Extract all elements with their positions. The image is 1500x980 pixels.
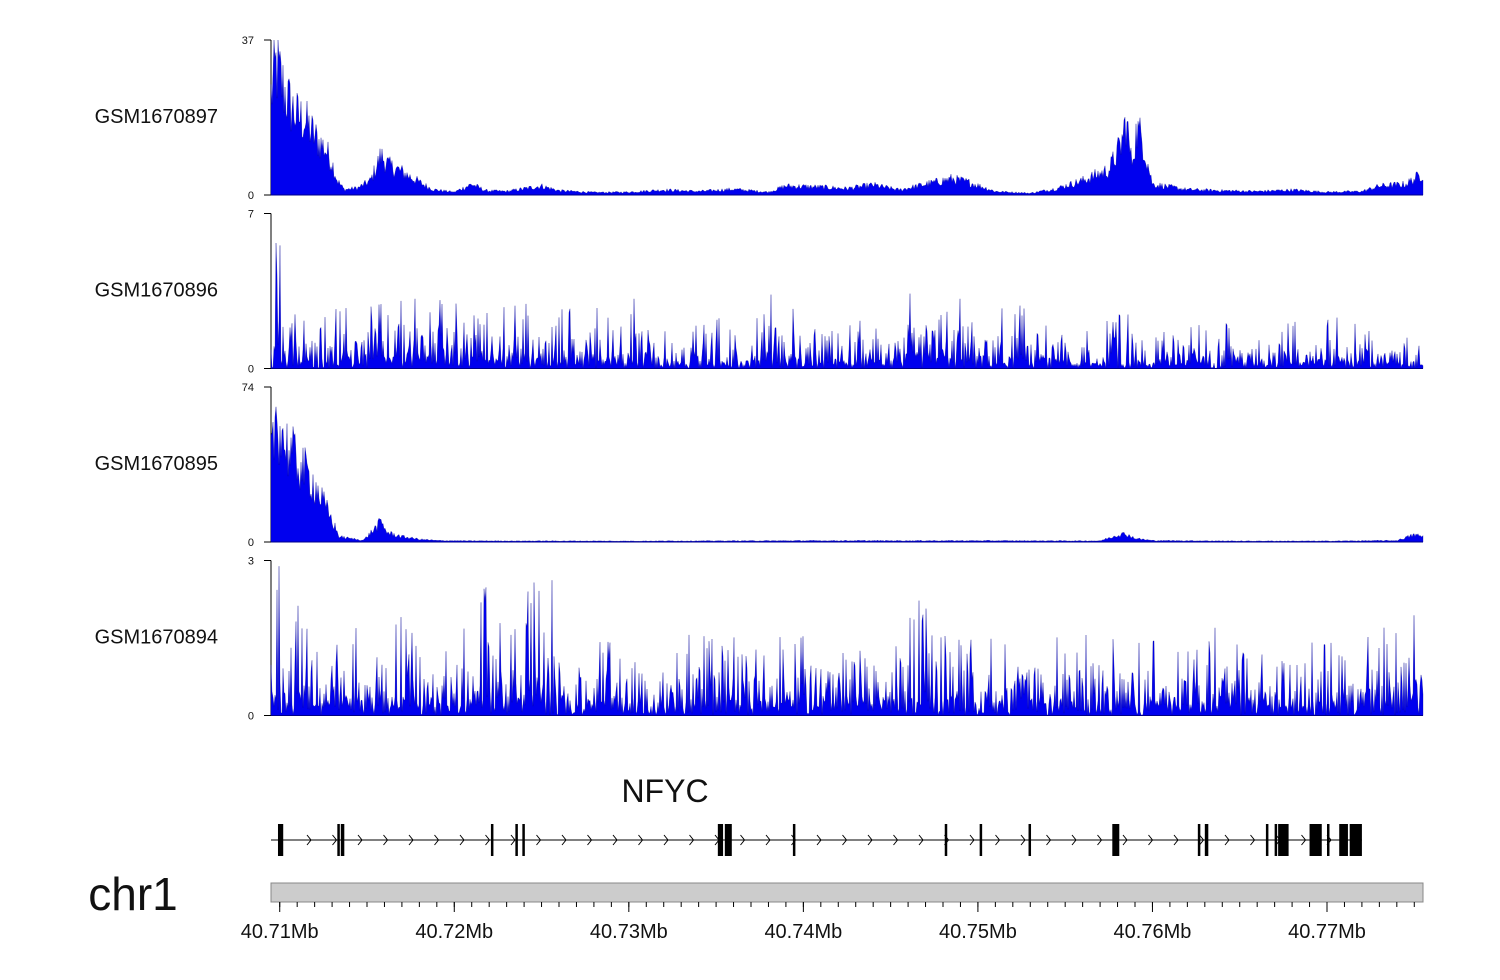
strand-arrow <box>1020 834 1026 846</box>
y-max-label: 3 <box>248 556 254 568</box>
y-max-label: 74 <box>242 382 254 394</box>
exon <box>1204 824 1209 856</box>
exon <box>1197 824 1201 856</box>
strand-arrow <box>867 834 873 846</box>
strand-arrow <box>893 834 899 846</box>
track-GSM1670896: GSM1670896 7 0 <box>95 209 1424 376</box>
coverage-area <box>270 406 1424 543</box>
strand-arrow <box>1173 834 1179 846</box>
strand-arrow <box>306 834 312 846</box>
track-label: GSM1670896 <box>95 280 218 302</box>
exon <box>1278 824 1289 856</box>
strand-arrow <box>1148 834 1154 846</box>
strand-arrow <box>1224 834 1230 846</box>
track-GSM1670897: GSM1670897 37 0 <box>95 35 1424 202</box>
y-min-label: 0 <box>248 711 254 723</box>
strand-arrow <box>765 834 771 846</box>
axis-tick-label: 40.74Mb <box>764 921 842 943</box>
coverage-area <box>270 566 1424 716</box>
exon <box>979 824 983 856</box>
exon <box>944 824 948 856</box>
strand-arrow <box>587 834 593 846</box>
axis-tick-label: 40.73Mb <box>590 921 668 943</box>
exon <box>1309 824 1322 856</box>
axis-tick-label: 40.76Mb <box>1114 921 1192 943</box>
strand-arrow <box>536 834 542 846</box>
strand-arrow <box>1199 834 1205 846</box>
strand-arrow <box>1097 834 1103 846</box>
axis-tick-label: 40.77Mb <box>1288 921 1366 943</box>
exon <box>490 824 494 856</box>
exon <box>1028 824 1032 856</box>
strand-arrow <box>1250 834 1256 846</box>
y-min-label: 0 <box>248 537 254 549</box>
axis-tick-label: 40.75Mb <box>939 921 1017 943</box>
exon <box>1339 824 1348 856</box>
axis-tick-label: 40.71Mb <box>241 921 319 943</box>
strand-arrow <box>510 834 516 846</box>
coverage-area <box>270 242 1424 370</box>
track-label: GSM1670897 <box>95 106 218 128</box>
strand-arrow <box>740 834 746 846</box>
strand-arrow <box>969 834 975 846</box>
exon <box>1274 824 1278 856</box>
strand-arrow <box>663 834 669 846</box>
strand-arrow <box>561 834 567 846</box>
gene-track: NFYC <box>271 773 1362 856</box>
exon <box>340 824 345 856</box>
strand-arrow <box>1046 834 1052 846</box>
signal-tracks: GSM1670897370GSM167089670GSM1670895740GS… <box>95 35 1424 723</box>
gene-label: NFYC <box>621 773 708 809</box>
axis-tick-label: 40.72Mb <box>415 921 493 943</box>
exon <box>515 824 518 856</box>
strand-arrow <box>1301 834 1307 846</box>
strand-arrow <box>791 834 797 846</box>
exon <box>1265 824 1269 856</box>
chromosome-label: chr1 <box>88 868 177 920</box>
exon <box>1327 824 1330 856</box>
strand-arrow <box>689 834 695 846</box>
exon <box>724 824 732 856</box>
strand-arrow <box>459 834 465 846</box>
strand-arrow <box>383 834 389 846</box>
exon <box>1112 824 1120 856</box>
exon <box>277 824 284 856</box>
track-GSM1670894: GSM1670894 3 0 <box>95 556 1424 723</box>
strand-arrow <box>357 834 363 846</box>
genome-axis: chr1 40.71Mb 40.72Mb 40.73Mb 40.74Mb 40.75Mb… <box>88 868 1424 943</box>
exon <box>522 824 525 856</box>
y-max-label: 7 <box>248 209 254 221</box>
strand-arrow <box>638 834 644 846</box>
y-min-label: 0 <box>248 364 254 376</box>
exon <box>337 824 340 856</box>
y-max-label: 37 <box>242 35 254 47</box>
y-min-label: 0 <box>248 190 254 202</box>
strand-arrow <box>842 834 848 846</box>
track-label: GSM1670895 <box>95 453 218 475</box>
exon <box>717 824 724 856</box>
exon <box>1349 824 1362 856</box>
strand-arrow <box>612 834 618 846</box>
strand-arrow <box>1122 834 1128 846</box>
exon <box>792 824 796 856</box>
strand-arrow <box>408 834 414 846</box>
strand-arrow <box>1071 834 1077 846</box>
strand-arrow <box>918 834 924 846</box>
strand-arrow <box>816 834 822 846</box>
track-GSM1670895: GSM1670895 74 0 <box>95 382 1424 549</box>
strand-arrow <box>995 834 1001 846</box>
strand-arrow <box>434 834 440 846</box>
strand-arrow <box>332 834 338 846</box>
coverage-area <box>270 39 1424 196</box>
strand-arrow <box>485 834 491 846</box>
chromosome-bar <box>270 882 1424 903</box>
track-label: GSM1670894 <box>95 627 218 649</box>
